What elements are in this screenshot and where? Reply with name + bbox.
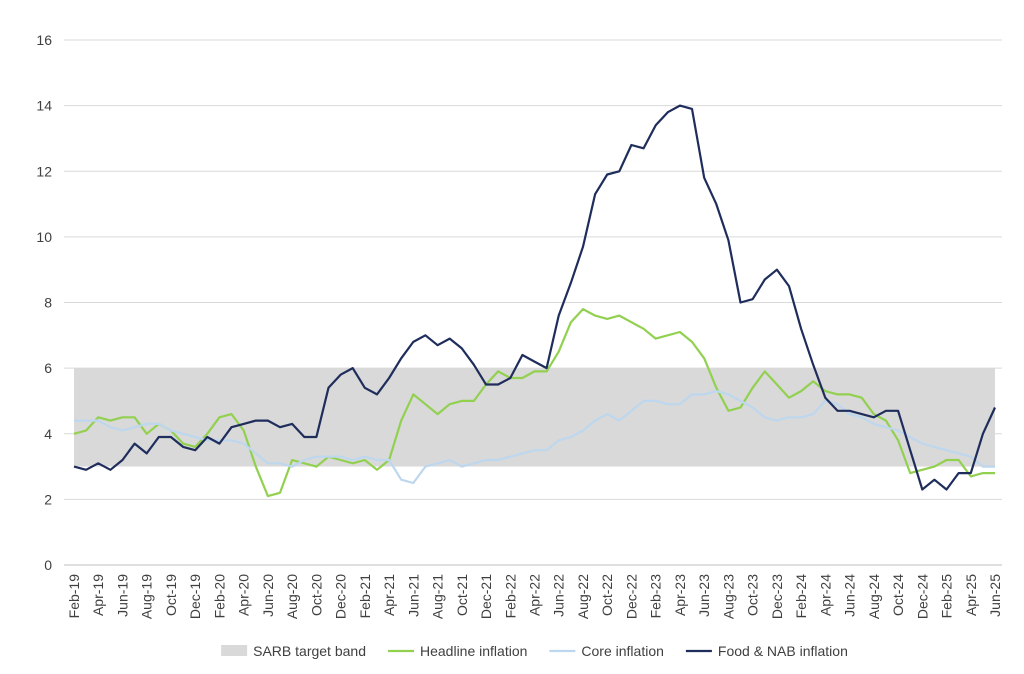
x-tick-label: Dec-23 [769,574,785,619]
x-tick-label: Apr-22 [527,574,543,616]
legend-label: Food & NAB inflation [718,643,848,659]
x-tick-label: Jun-20 [260,574,276,617]
x-tick-label: Dec-21 [478,574,494,619]
x-tick-label: Oct-20 [308,574,324,616]
series-line [73,308,995,498]
y-tick-label: 16 [36,32,52,48]
series-line [73,104,996,491]
x-tick-label: Apr-19 [90,574,106,616]
y-tick-label: 8 [44,295,52,311]
x-tick-label: Aug-22 [575,574,591,619]
legend-label: Headline inflation [420,643,527,659]
x-tick-label: Aug-23 [720,574,736,619]
x-tick-label: Dec-19 [187,574,203,619]
x-tick-label: Oct-19 [163,574,179,616]
x-tick-label: Dec-22 [623,574,639,619]
x-tick-label: Apr-23 [672,574,688,616]
x-tick-label: Feb-21 [357,574,373,619]
x-tick-label: Jun-22 [551,574,567,617]
x-tick-label: Oct-22 [599,574,615,616]
target-band [74,368,995,467]
x-tick-label: Oct-24 [890,574,906,616]
x-tick-label: Feb-23 [648,574,664,619]
y-tick-label: 10 [36,229,52,245]
legend-swatch [221,645,248,656]
x-tick-label: Jun-19 [114,574,130,617]
y-tick-label: 14 [36,98,52,114]
x-tick-label: Jun-25 [987,574,1003,617]
y-tick-label: 0 [44,557,52,573]
y-tick-label: 2 [44,491,52,507]
x-tick-label: Dec-24 [914,574,930,619]
x-tick-label: Dec-20 [333,574,349,619]
legend-label: SARB target band [253,643,366,659]
y-tick-label: 4 [44,426,52,442]
x-tick-label: Apr-25 [963,574,979,616]
series-line [74,390,995,485]
y-tick-label: 6 [44,360,52,376]
x-tick-label: Jun-24 [842,574,858,617]
x-tick-label: Feb-25 [939,574,955,619]
x-tick-label: Jun-21 [405,574,421,617]
x-tick-label: Jun-23 [696,574,712,617]
x-tick-label: Apr-21 [381,574,397,616]
x-tick-label: Feb-24 [793,574,809,619]
x-tick-label: Aug-21 [430,574,446,619]
x-tick-label: Feb-20 [211,574,227,619]
x-tick-label: Feb-22 [502,574,518,619]
legend-label: Core inflation [581,643,664,659]
x-tick-label: Oct-21 [454,574,470,616]
x-tick-label: Aug-19 [139,574,155,619]
x-tick-label: Apr-24 [817,574,833,616]
x-tick-label: Apr-20 [236,574,252,616]
legend: SARB target band Headline inflation Core i… [221,643,848,659]
x-tick-label: Aug-20 [284,574,300,619]
x-tick-label: Aug-24 [866,574,882,619]
x-tick-label: Feb-19 [66,574,82,619]
x-tick-label: Oct-23 [745,574,761,616]
y-tick-label: 12 [36,163,52,179]
